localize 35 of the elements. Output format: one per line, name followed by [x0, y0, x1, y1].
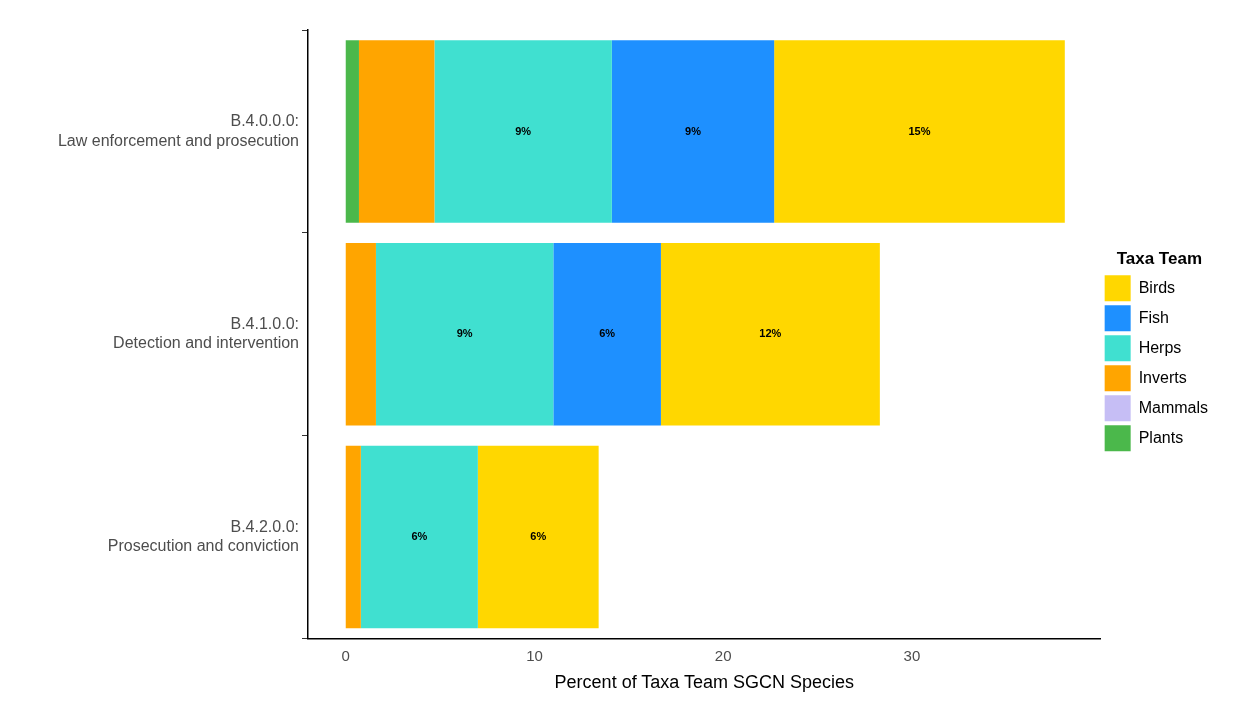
- bar: [345, 243, 376, 426]
- legend-label: Mammals: [1138, 398, 1209, 416]
- data-label: 9%: [456, 327, 473, 340]
- bar: [375, 243, 554, 426]
- legend-label: Birds: [1138, 278, 1176, 296]
- legend-label: Inverts: [1138, 368, 1187, 386]
- data-label: 9%: [515, 124, 532, 137]
- x-tick-label: 10: [526, 646, 543, 664]
- x-tick-label: 20: [714, 646, 732, 664]
- y-tick-label: B.4.2.0.0: Prosecution and conviction: [107, 517, 299, 555]
- bar: [774, 40, 1065, 223]
- y-tick-label: B.4.1.0.0: Detection and intervention: [113, 315, 299, 352]
- bar: [434, 40, 612, 223]
- bar: [553, 243, 661, 426]
- legend-title: Taxa Team: [1116, 248, 1203, 268]
- x-tick-label: 30: [903, 646, 921, 664]
- legend-label: Fish: [1138, 308, 1169, 326]
- y-tick-label: B.4.0.0.0: Law enforcement and prosecution: [57, 112, 299, 149]
- data-label: 6%: [411, 530, 428, 543]
- bar: [345, 40, 359, 223]
- bar: [477, 445, 599, 629]
- legend-label: Herps: [1138, 338, 1182, 356]
- data-label: 15%: [908, 124, 931, 137]
- bar: [660, 243, 880, 426]
- x-tick-label: 0: [341, 646, 350, 664]
- bar: [360, 445, 478, 629]
- legend-label: Plants: [1138, 428, 1184, 446]
- bar: [358, 40, 435, 223]
- data-label: 12%: [759, 327, 782, 340]
- data-label: 6%: [599, 327, 616, 340]
- x-axis-title: Percent of Taxa Team SGCN Species: [554, 672, 855, 693]
- bar: [345, 445, 361, 629]
- data-label: 6%: [530, 530, 547, 543]
- data-label: 9%: [685, 124, 702, 137]
- bar: [611, 40, 775, 223]
